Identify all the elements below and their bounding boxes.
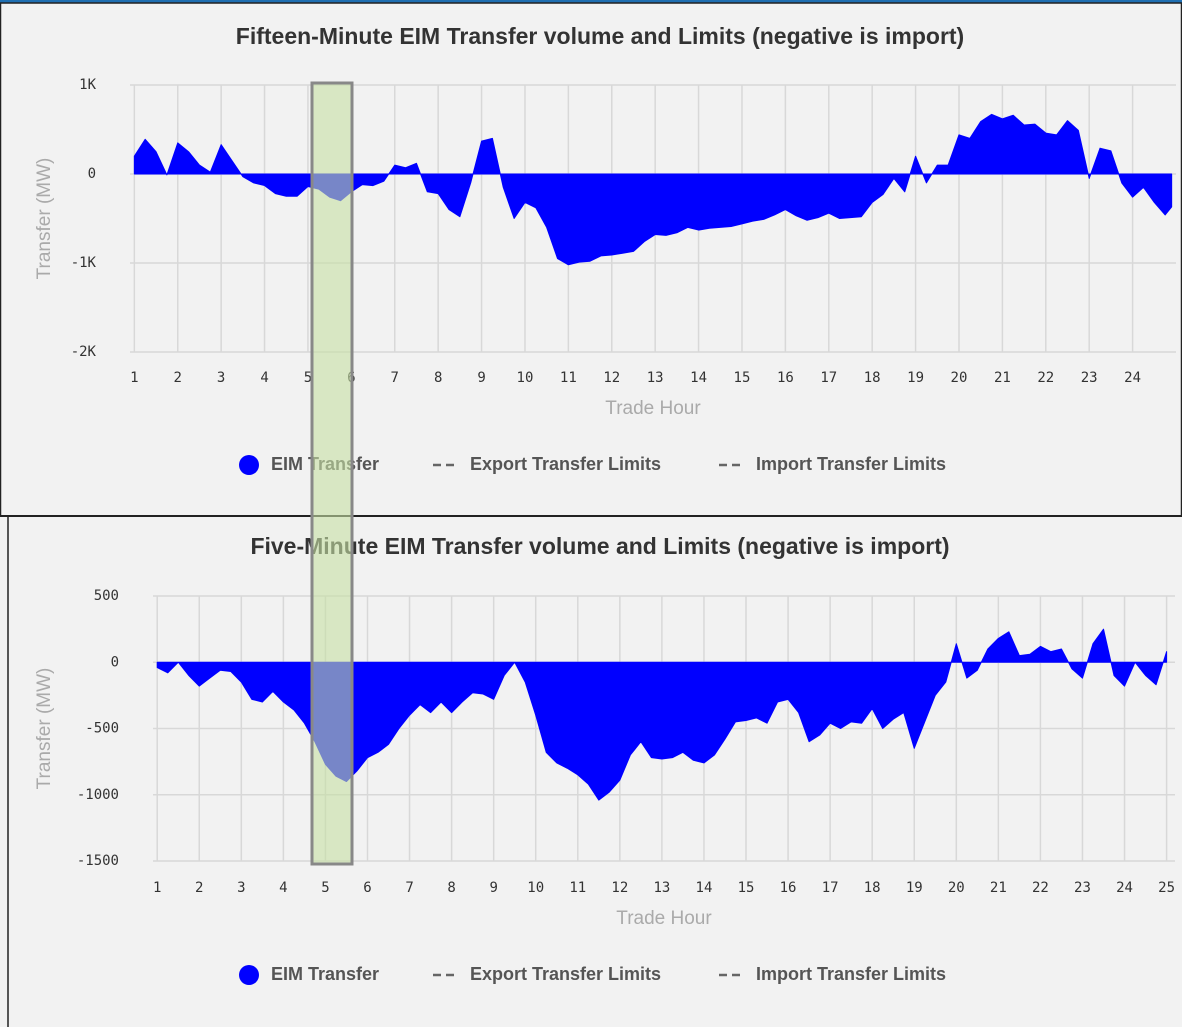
- chart-title: Fifteen-Minute EIM Transfer volume and L…: [236, 23, 964, 49]
- y-tick-label: 500: [94, 588, 119, 604]
- top-bar: [0, 0, 1182, 3]
- y-tick-label: -1000: [77, 787, 119, 803]
- x-tick-label: 23: [1081, 370, 1098, 386]
- x-tick-label: 21: [990, 880, 1007, 896]
- y-tick-label: -500: [85, 721, 119, 737]
- y-tick-label: -1500: [77, 853, 119, 869]
- x-tick-label: 17: [820, 370, 837, 386]
- x-tick-label: 12: [611, 880, 628, 896]
- y-axis-label: Transfer (MW): [34, 158, 55, 280]
- x-tick-label: 3: [237, 880, 245, 896]
- x-tick-label: 7: [405, 880, 413, 896]
- x-tick-label: 9: [489, 880, 497, 896]
- area: [133, 113, 1173, 266]
- x-tick-label: 20: [948, 880, 965, 896]
- x-tick-label: 13: [647, 370, 664, 386]
- x-tick-label: 23: [1074, 880, 1091, 896]
- x-tick-label: 20: [951, 370, 968, 386]
- x-tick-label: 18: [864, 370, 881, 386]
- x-tick-label: 15: [734, 370, 751, 386]
- x-tick-label: 4: [260, 370, 268, 386]
- x-tick-label: 5: [304, 370, 312, 386]
- x-tick-label: 10: [517, 370, 534, 386]
- x-tick-label: 11: [569, 880, 586, 896]
- x-tick-label: 22: [1032, 880, 1049, 896]
- x-tick-label: 4: [279, 880, 287, 896]
- highlight-overlay: [310, 81, 354, 866]
- x-tick-label: 1: [130, 370, 138, 386]
- x-tick-label: 2: [195, 880, 203, 896]
- x-tick-label: 25: [1158, 880, 1175, 896]
- x-tick-label: 16: [777, 370, 794, 386]
- x-tick-label: 24: [1116, 880, 1133, 896]
- x-tick-label: 14: [696, 880, 713, 896]
- x-tick-label: 22: [1037, 370, 1054, 386]
- x-tick-label: 5: [321, 880, 329, 896]
- x-tick-label: 6: [363, 880, 371, 896]
- y-axis-label: Transfer (MW): [34, 668, 55, 790]
- x-axis-label: Trade Hour: [616, 908, 712, 929]
- x-tick-label: 3: [217, 370, 225, 386]
- y-tick-label: 1K: [79, 77, 96, 93]
- x-tick-label: 9: [477, 370, 485, 386]
- x-tick-label: 19: [906, 880, 923, 896]
- y-tick-label: -1K: [71, 255, 97, 271]
- x-tick-label: 24: [1124, 370, 1141, 386]
- x-tick-label: 14: [690, 370, 707, 386]
- legend-marker: [239, 965, 259, 985]
- legend-label: Import Transfer Limits: [756, 454, 946, 474]
- x-tick-label: 16: [780, 880, 797, 896]
- x-tick-label: 11: [560, 370, 577, 386]
- x-tick-label: 19: [907, 370, 924, 386]
- y-tick-label: -2K: [71, 344, 97, 360]
- legend-label: Import Transfer Limits: [756, 964, 946, 984]
- y-tick-label: 0: [88, 166, 96, 182]
- legend-label: EIM Transfer: [271, 964, 379, 984]
- x-tick-label: 18: [864, 880, 881, 896]
- charts: Fifteen-Minute EIM Transfer volume and L…: [34, 23, 1176, 985]
- legend-label: Export Transfer Limits: [470, 964, 661, 984]
- chart-title: Five-Minute EIM Transfer volume and Limi…: [250, 533, 949, 559]
- x-tick-label: 17: [822, 880, 839, 896]
- x-tick-label: 1: [153, 880, 161, 896]
- y-tick-label: 0: [111, 654, 119, 670]
- x-axis-label: Trade Hour: [605, 398, 701, 419]
- x-tick-label: 13: [653, 880, 670, 896]
- x-tick-label: 15: [738, 880, 755, 896]
- x-tick-label: 8: [434, 370, 442, 386]
- legend-marker: [239, 455, 259, 475]
- x-tick-label: 8: [447, 880, 455, 896]
- x-tick-label: 21: [994, 370, 1011, 386]
- x-tick-label: 7: [391, 370, 399, 386]
- x-tick-label: 12: [603, 370, 620, 386]
- x-tick-label: 2: [174, 370, 182, 386]
- x-tick-label: 10: [527, 880, 544, 896]
- legend-label: Export Transfer Limits: [470, 454, 661, 474]
